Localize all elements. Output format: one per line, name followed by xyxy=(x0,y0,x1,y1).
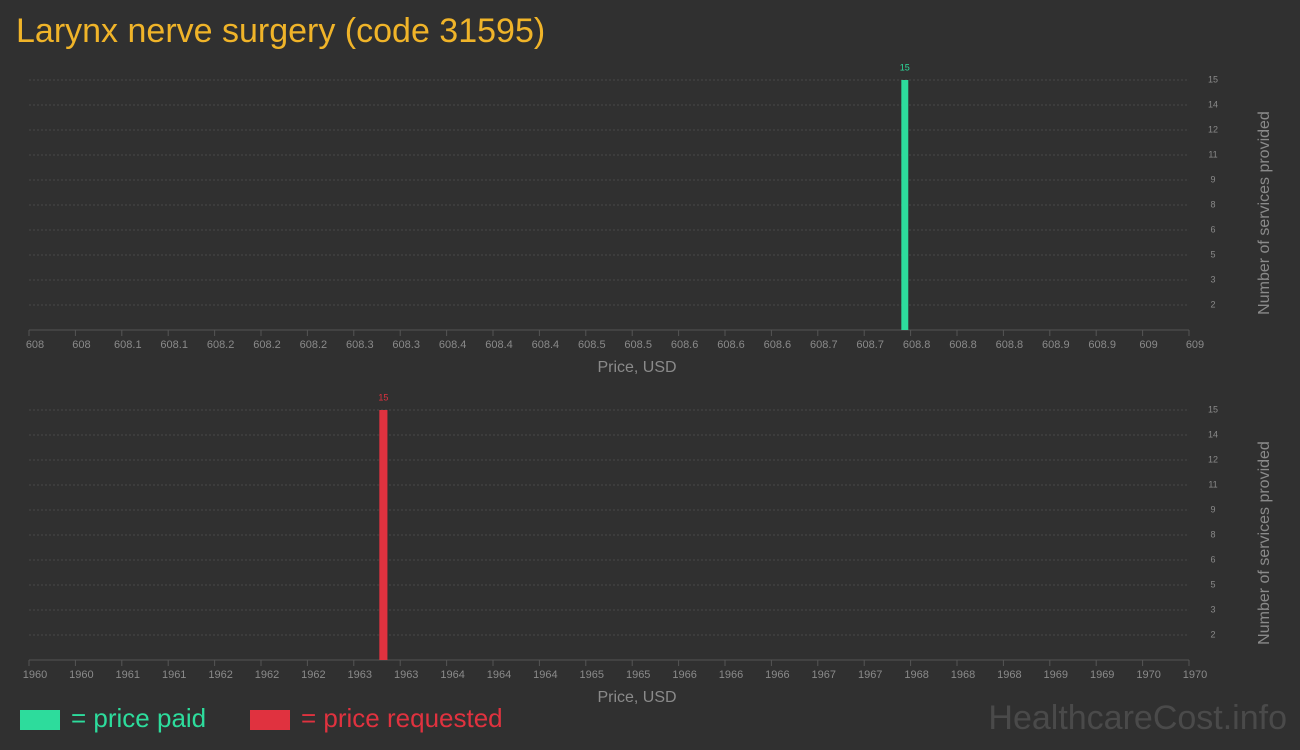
data-label: 15 xyxy=(378,392,388,402)
x-tick-label: 608.2 xyxy=(207,339,235,351)
x-tick-label: 608.5 xyxy=(578,339,606,351)
y-tick-label: 9 xyxy=(1210,504,1215,514)
y-tick-label: 14 xyxy=(1208,429,1218,439)
y-tick-label: 14 xyxy=(1208,99,1218,109)
y-tick-label: 5 xyxy=(1210,579,1215,589)
y-tick-label: 8 xyxy=(1210,199,1215,209)
x-tick-label: 1965 xyxy=(626,669,650,681)
x-tick-label: 608.3 xyxy=(346,339,374,351)
x-tick-label: 1963 xyxy=(348,669,372,681)
y-tick-label: 12 xyxy=(1208,124,1218,134)
x-tick-label: 608.8 xyxy=(903,339,931,351)
x-tick-label: 608.7 xyxy=(856,339,884,351)
y-tick-label: 15 xyxy=(1208,74,1218,84)
x-tick-label: 1960 xyxy=(69,669,93,681)
y-tick-label: 3 xyxy=(1210,604,1215,614)
data-label: 15 xyxy=(900,62,910,72)
x-axis-title: Price, USD xyxy=(597,689,676,706)
x-tick-label: 608 xyxy=(26,339,44,351)
bar xyxy=(379,410,388,660)
y-tick-label: 12 xyxy=(1208,454,1218,464)
x-tick-label: 1970 xyxy=(1136,669,1160,681)
legend-swatch xyxy=(250,710,290,730)
x-tick-label: 1960 xyxy=(23,669,47,681)
x-tick-label: 1964 xyxy=(533,669,557,681)
x-tick-label: 1969 xyxy=(1044,669,1068,681)
x-tick-label: 608.6 xyxy=(764,339,792,351)
y-tick-label: 11 xyxy=(1208,149,1217,159)
x-tick-label: 1964 xyxy=(487,669,511,681)
x-tick-label: 608.1 xyxy=(114,339,142,351)
x-tick-label: 1968 xyxy=(904,669,928,681)
x-tick-label: 1966 xyxy=(765,669,789,681)
y-tick-label: 3 xyxy=(1210,274,1215,284)
x-tick-label: 1968 xyxy=(997,669,1021,681)
x-tick-label: 609 xyxy=(1186,339,1204,351)
x-tick-label: 608.4 xyxy=(485,339,513,351)
legend-label: = price requested xyxy=(301,703,503,733)
x-tick-label: 1963 xyxy=(394,669,418,681)
y-axis-title: Number of services provided xyxy=(1256,111,1273,315)
watermark: HealthcareCost.info xyxy=(988,699,1287,737)
page-title: Larynx nerve surgery (code 31595) xyxy=(16,12,545,50)
x-tick-label: 608.2 xyxy=(253,339,281,351)
x-tick-label: 1962 xyxy=(255,669,279,681)
x-tick-label: 608.6 xyxy=(717,339,745,351)
y-tick-label: 9 xyxy=(1210,174,1215,184)
x-tick-label: 608.8 xyxy=(949,339,977,351)
x-tick-label: 1965 xyxy=(580,669,604,681)
x-tick-label: 1961 xyxy=(162,669,186,681)
x-tick-label: 608 xyxy=(72,339,90,351)
x-tick-label: 1966 xyxy=(672,669,696,681)
y-tick-label: 11 xyxy=(1208,479,1217,489)
x-tick-label: 608.2 xyxy=(300,339,328,351)
x-tick-label: 608.4 xyxy=(532,339,560,351)
x-tick-label: 608.7 xyxy=(810,339,838,351)
bar xyxy=(901,80,909,330)
x-tick-label: 1966 xyxy=(719,669,743,681)
x-tick-label: 1967 xyxy=(812,669,836,681)
x-tick-label: 1969 xyxy=(1090,669,1114,681)
x-tick-label: 608.6 xyxy=(671,339,699,351)
legend-swatch xyxy=(20,710,60,730)
x-tick-label: 608.8 xyxy=(996,339,1024,351)
y-tick-label: 15 xyxy=(1208,404,1218,414)
x-tick-label: 1964 xyxy=(440,669,464,681)
y-tick-label: 6 xyxy=(1210,554,1215,564)
x-tick-label: 608.5 xyxy=(624,339,652,351)
x-axis-title: Price, USD xyxy=(597,359,676,376)
x-tick-label: 608.9 xyxy=(1088,339,1116,351)
x-tick-label: 608.9 xyxy=(1042,339,1070,351)
y-tick-label: 2 xyxy=(1210,629,1215,639)
y-tick-label: 6 xyxy=(1210,224,1215,234)
y-tick-label: 5 xyxy=(1210,249,1215,259)
y-tick-label: 8 xyxy=(1210,529,1215,539)
y-tick-label: 2 xyxy=(1210,299,1215,309)
x-tick-label: 608.1 xyxy=(160,339,188,351)
x-tick-label: 1962 xyxy=(301,669,325,681)
x-tick-label: 608.4 xyxy=(439,339,467,351)
x-tick-label: 1968 xyxy=(951,669,975,681)
x-tick-label: 608.3 xyxy=(392,339,420,351)
y-axis-title: Number of services provided xyxy=(1256,441,1273,645)
x-tick-label: 1962 xyxy=(208,669,232,681)
x-tick-label: 609 xyxy=(1139,339,1157,351)
x-tick-label: 1970 xyxy=(1183,669,1207,681)
legend-label: = price paid xyxy=(71,703,206,733)
x-tick-label: 1961 xyxy=(116,669,140,681)
x-tick-label: 1967 xyxy=(858,669,882,681)
